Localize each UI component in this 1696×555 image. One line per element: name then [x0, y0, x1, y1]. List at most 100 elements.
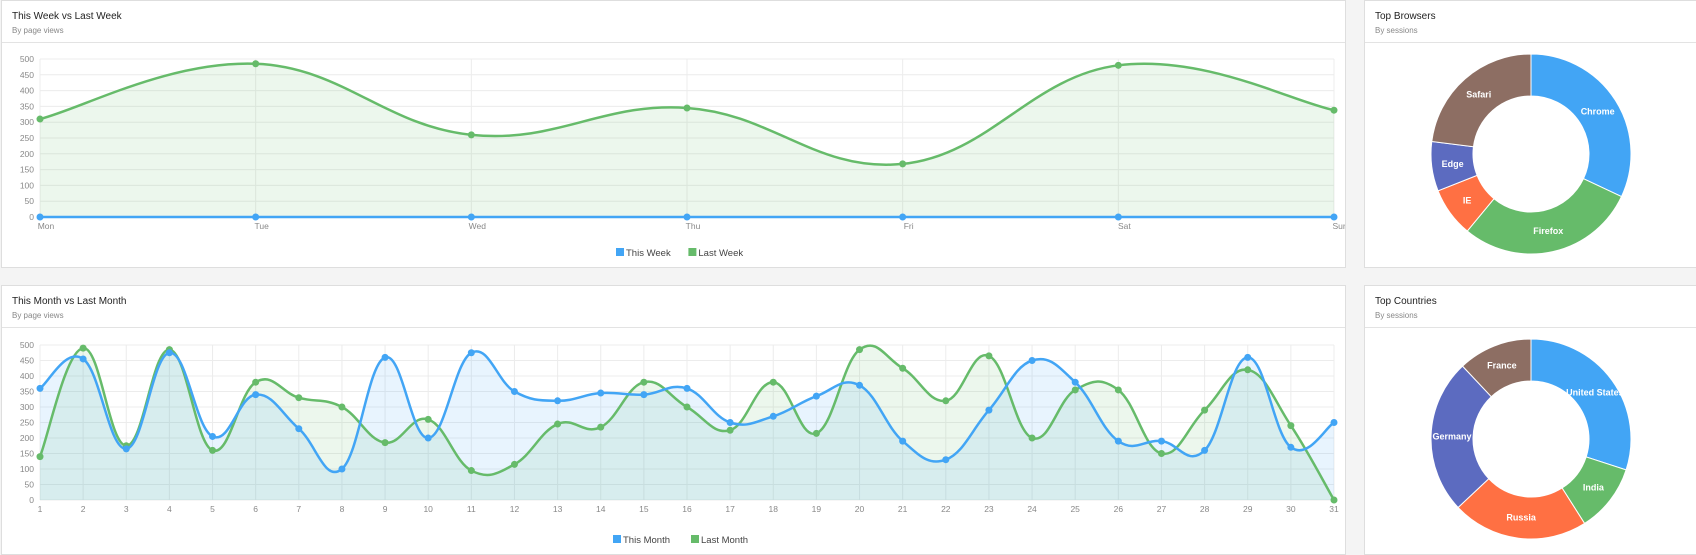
data-point [295, 425, 303, 433]
x-tick-label: 22 [941, 504, 951, 514]
data-point [36, 453, 44, 461]
data-point [79, 344, 87, 352]
legend-label: Last Week [698, 248, 743, 259]
data-point [467, 467, 475, 475]
x-tick-label: 5 [210, 504, 215, 514]
data-point [1071, 386, 1079, 394]
data-point [1330, 213, 1338, 221]
browsers-card-header: Top Browsers By sessions [1365, 1, 1696, 43]
y-tick-label: 100 [20, 464, 34, 474]
slice-label: Russia [1506, 512, 1537, 522]
data-point [165, 349, 173, 357]
data-point [640, 378, 648, 386]
x-tick-label: Thu [686, 221, 701, 231]
legend-swatch [613, 535, 621, 543]
y-tick-label: 500 [20, 340, 34, 350]
x-tick-label: 7 [296, 504, 301, 514]
countries-donut-chart: United States India Russia Germany France [1430, 338, 1632, 540]
y-tick-label: 200 [20, 149, 34, 159]
x-tick-label: 29 [1243, 504, 1253, 514]
y-tick-label: 150 [20, 449, 34, 459]
data-point [683, 213, 691, 221]
y-tick-label: 450 [20, 356, 34, 366]
data-point [942, 397, 950, 405]
data-point [1287, 443, 1295, 451]
legend-label: This Week [626, 248, 671, 259]
data-point [338, 465, 346, 473]
data-point [942, 456, 950, 464]
data-point [36, 213, 44, 221]
x-tick-label: Sat [1118, 221, 1131, 231]
y-tick-label: 500 [20, 54, 34, 64]
data-point [899, 213, 907, 221]
x-tick-label: 18 [769, 504, 779, 514]
x-tick-label: 21 [898, 504, 908, 514]
donut-slice [1530, 53, 1632, 198]
data-point [36, 115, 44, 123]
data-point [209, 432, 217, 440]
x-tick-label: 2 [81, 504, 86, 514]
series-area [40, 345, 1334, 500]
data-point [812, 429, 820, 437]
x-tick-label: 26 [1114, 504, 1124, 514]
donut-slice [1466, 178, 1623, 255]
y-tick-label: 300 [20, 402, 34, 412]
data-point [79, 355, 87, 363]
data-point [510, 388, 518, 395]
x-tick-label: 19 [812, 504, 822, 514]
slice-label: Chrome [1581, 107, 1615, 117]
series-area [40, 351, 1334, 500]
x-tick-label: 12 [510, 504, 520, 514]
y-tick-label: 100 [20, 180, 34, 190]
y-tick-label: 300 [20, 117, 34, 127]
y-tick-label: 350 [20, 101, 34, 111]
data-point [1201, 406, 1209, 414]
data-point [1071, 378, 1079, 386]
countries-card-subtitle: By sessions [1375, 311, 1418, 320]
legend-swatch [688, 248, 697, 256]
data-point [1157, 437, 1165, 445]
donut-slice [1461, 338, 1532, 398]
data-point [209, 446, 217, 454]
y-tick-label: 200 [20, 433, 34, 443]
month-chart-card: This Month vs Last Month By page views 0… [1, 285, 1346, 555]
y-tick-label: 250 [20, 418, 34, 428]
month-card-title: This Month vs Last Month [12, 296, 127, 307]
browsers-donut-chart: Chrome Firefox IE Edge Safari [1430, 53, 1632, 255]
data-point [856, 381, 864, 389]
week-chart-card: This Week vs Last Week By page views 0 50… [1, 0, 1346, 268]
slice-label: France [1487, 361, 1517, 371]
data-point [985, 406, 993, 414]
data-point [899, 160, 907, 168]
browsers-card: Top Browsers By sessions Chrome Firefox IE… [1364, 0, 1696, 268]
data-point [467, 349, 475, 357]
data-point [597, 389, 605, 397]
data-point [1244, 353, 1252, 361]
data-point [985, 352, 993, 360]
x-tick-label: 16 [682, 504, 692, 514]
data-point [1028, 434, 1036, 442]
data-point [467, 213, 475, 221]
x-tick-label: 15 [639, 504, 649, 514]
week-line-chart: 0 50 100 150 200 250 300 350 400 450 500 Mon Tue Wed T… [20, 54, 1345, 259]
data-point [726, 426, 734, 434]
data-point [640, 391, 648, 399]
data-point [683, 403, 691, 411]
data-point [1330, 106, 1338, 114]
x-tick-label: 23 [984, 504, 994, 514]
y-tick-label: 350 [20, 387, 34, 397]
week-card-header: This Week vs Last Week By page views [2, 1, 1345, 43]
donut-slice [1431, 53, 1532, 148]
x-tick-label: 28 [1200, 504, 1210, 514]
x-tick-label: 25 [1070, 504, 1080, 514]
legend-swatch [691, 535, 699, 543]
x-tick-label: 3 [124, 504, 129, 514]
data-point [381, 353, 389, 361]
x-tick-label: 27 [1157, 504, 1167, 514]
data-point [424, 434, 432, 442]
data-point [683, 104, 691, 112]
data-point [597, 423, 605, 431]
data-point [683, 384, 691, 392]
slice-label: Edge [1442, 159, 1464, 169]
